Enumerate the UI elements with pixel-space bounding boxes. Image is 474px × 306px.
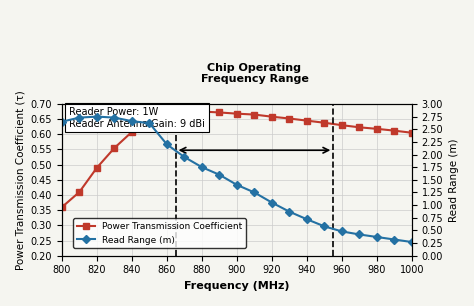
Read Range (m) — [339, 230, 345, 233]
Text: Chip Operating
Frequency Range: Chip Operating Frequency Range — [201, 63, 309, 84]
Power Transmission Coefficient — [111, 146, 117, 150]
Power Transmission Coefficient — [199, 110, 205, 114]
Power Transmission Coefficient — [374, 127, 380, 131]
Power Transmission Coefficient — [252, 113, 257, 116]
Power Transmission Coefficient — [59, 205, 65, 209]
Power Transmission Coefficient — [129, 130, 135, 134]
Read Range (m) — [287, 210, 292, 214]
Line: Power Transmission Coefficient: Power Transmission Coefficient — [59, 109, 415, 210]
Power Transmission Coefficient — [77, 190, 82, 194]
Read Range (m) — [77, 116, 82, 119]
Y-axis label: Read Range (m): Read Range (m) — [449, 138, 459, 222]
Read Range (m) — [129, 119, 135, 123]
Power Transmission Coefficient — [356, 125, 362, 129]
Read Range (m) — [199, 165, 205, 169]
Read Range (m) — [374, 235, 380, 239]
Read Range (m) — [111, 116, 117, 119]
Power Transmission Coefficient — [409, 131, 415, 135]
Power Transmission Coefficient — [339, 123, 345, 127]
Read Range (m) — [182, 155, 187, 159]
Power Transmission Coefficient — [287, 117, 292, 120]
Read Range (m) — [252, 191, 257, 194]
Read Range (m) — [217, 173, 222, 177]
Power Transmission Coefficient — [392, 129, 397, 132]
Power Transmission Coefficient — [234, 112, 240, 115]
Power Transmission Coefficient — [182, 110, 187, 114]
Power Transmission Coefficient — [217, 110, 222, 114]
X-axis label: Frequency (MHz): Frequency (MHz) — [184, 281, 290, 291]
Text: Reader Power: 1W
Reader Antenna Gain: 9 dBi: Reader Power: 1W Reader Antenna Gain: 9 … — [69, 107, 205, 129]
Power Transmission Coefficient — [146, 121, 152, 125]
Read Range (m) — [146, 121, 152, 125]
Legend: Power Transmission Coefficient, Read Range (m): Power Transmission Coefficient, Read Ran… — [73, 218, 246, 248]
Read Range (m) — [409, 240, 415, 244]
Read Range (m) — [322, 225, 328, 228]
Read Range (m) — [164, 143, 170, 146]
Power Transmission Coefficient — [164, 113, 170, 117]
Read Range (m) — [356, 233, 362, 236]
Read Range (m) — [94, 115, 100, 118]
Line: Read Range (m): Read Range (m) — [59, 114, 415, 245]
Read Range (m) — [392, 238, 397, 241]
Power Transmission Coefficient — [94, 166, 100, 170]
Read Range (m) — [304, 218, 310, 221]
Y-axis label: Power Transmission Coefficient (τ): Power Transmission Coefficient (τ) — [15, 90, 25, 270]
Read Range (m) — [269, 201, 275, 204]
Power Transmission Coefficient — [322, 121, 328, 125]
Power Transmission Coefficient — [269, 115, 275, 118]
Power Transmission Coefficient — [304, 119, 310, 122]
Read Range (m) — [234, 183, 240, 187]
Read Range (m) — [59, 120, 65, 124]
